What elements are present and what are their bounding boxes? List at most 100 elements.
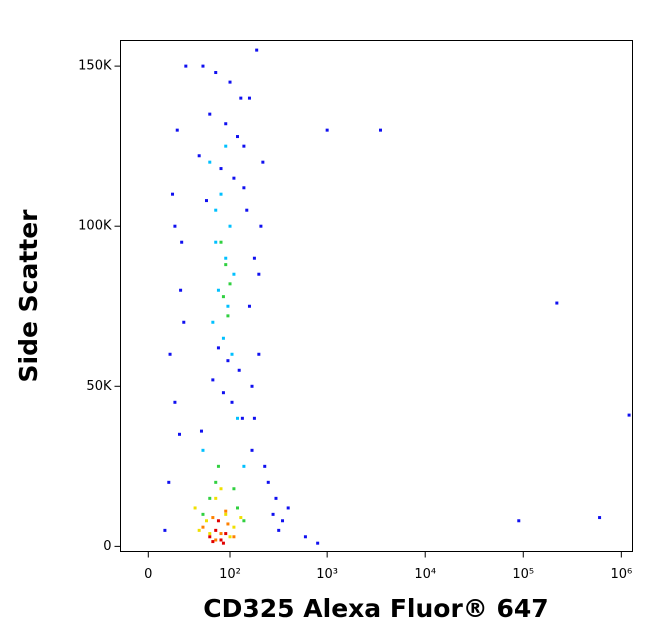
data-point [214,240,218,244]
data-point [193,506,197,510]
data-point [232,272,236,276]
data-point [163,528,167,532]
data-point [228,535,232,539]
data-point [261,160,265,164]
data-point [257,352,261,356]
data-point [214,480,218,484]
data-point [277,528,281,532]
data-point [216,464,220,468]
data-point [221,295,225,299]
x-axis-title: CD325 Alexa Fluor® 647 [203,594,548,623]
data-point [598,516,602,520]
x-tick-label: 10⁵ [512,567,534,582]
data-point [232,487,236,491]
data-point [219,538,223,542]
data-point [286,506,290,510]
data-point [240,416,244,420]
data-point [214,528,218,532]
data-point [224,144,228,148]
data-point [271,512,275,516]
data-point [221,336,225,340]
data-point [214,208,218,212]
y-tick-label: 0 [103,539,111,554]
data-point [237,368,241,372]
data-point [255,48,259,52]
data-point [242,186,246,190]
data-point [173,400,177,404]
data-point [208,535,212,539]
data-point [627,413,631,417]
data-point [226,314,230,318]
data-point [219,487,223,491]
plot-frame [120,40,633,552]
data-point [259,224,263,228]
data-point [184,64,188,68]
data-point [226,522,230,526]
data-point [232,525,236,529]
data-point [232,176,236,180]
data-point [230,400,234,404]
x-tick-label: 10² [219,567,241,582]
data-point [179,288,183,292]
data-point [378,128,382,132]
data-point [232,535,236,539]
data-point [316,541,320,545]
data-point [242,519,246,523]
data-point [204,199,208,203]
data-point [303,535,307,539]
data-point [168,352,172,356]
data-point [219,167,223,171]
data-point [239,96,243,100]
data-point [274,496,278,500]
data-point [214,71,218,75]
x-tick-label: 10⁴ [414,567,436,582]
data-point [263,464,267,468]
y-tick-label: 50K [86,379,112,394]
data-point [228,80,232,84]
data-point [208,112,212,116]
data-point [224,532,228,536]
data-point [247,304,251,308]
data-point [173,224,177,228]
data-point [224,256,228,260]
data-point [197,154,201,158]
data-point [226,359,230,363]
data-point [216,519,220,523]
data-point [224,263,228,267]
x-tick-label: 10³ [316,567,338,582]
data-point [216,346,220,350]
data-point [236,416,240,420]
data-point [252,416,256,420]
y-tick-label: 150K [78,59,112,74]
data-point [224,512,228,516]
data-point [236,506,240,510]
data-point [221,541,225,545]
data-point [226,304,230,308]
data-point [211,378,215,382]
data-point [250,384,254,388]
data-point [180,240,184,244]
data-point [177,432,181,436]
x-tick-label: 10⁶ [610,567,632,582]
data-point [230,352,234,356]
data-point [182,320,186,324]
data-point [242,144,246,148]
data-point [211,516,215,520]
data-point [257,272,261,276]
data-point [252,256,256,260]
data-point [325,128,329,132]
x-tick-label: 0 [144,567,152,582]
data-point [208,532,212,536]
data-point [216,288,220,292]
data-point [224,509,228,513]
data-point [171,192,175,196]
data-point [517,519,521,523]
data-point [175,128,179,132]
data-point [219,240,223,244]
data-point [211,540,215,544]
data-point [197,528,201,532]
data-point [555,301,559,305]
data-point [201,525,205,529]
data-point [239,516,243,520]
